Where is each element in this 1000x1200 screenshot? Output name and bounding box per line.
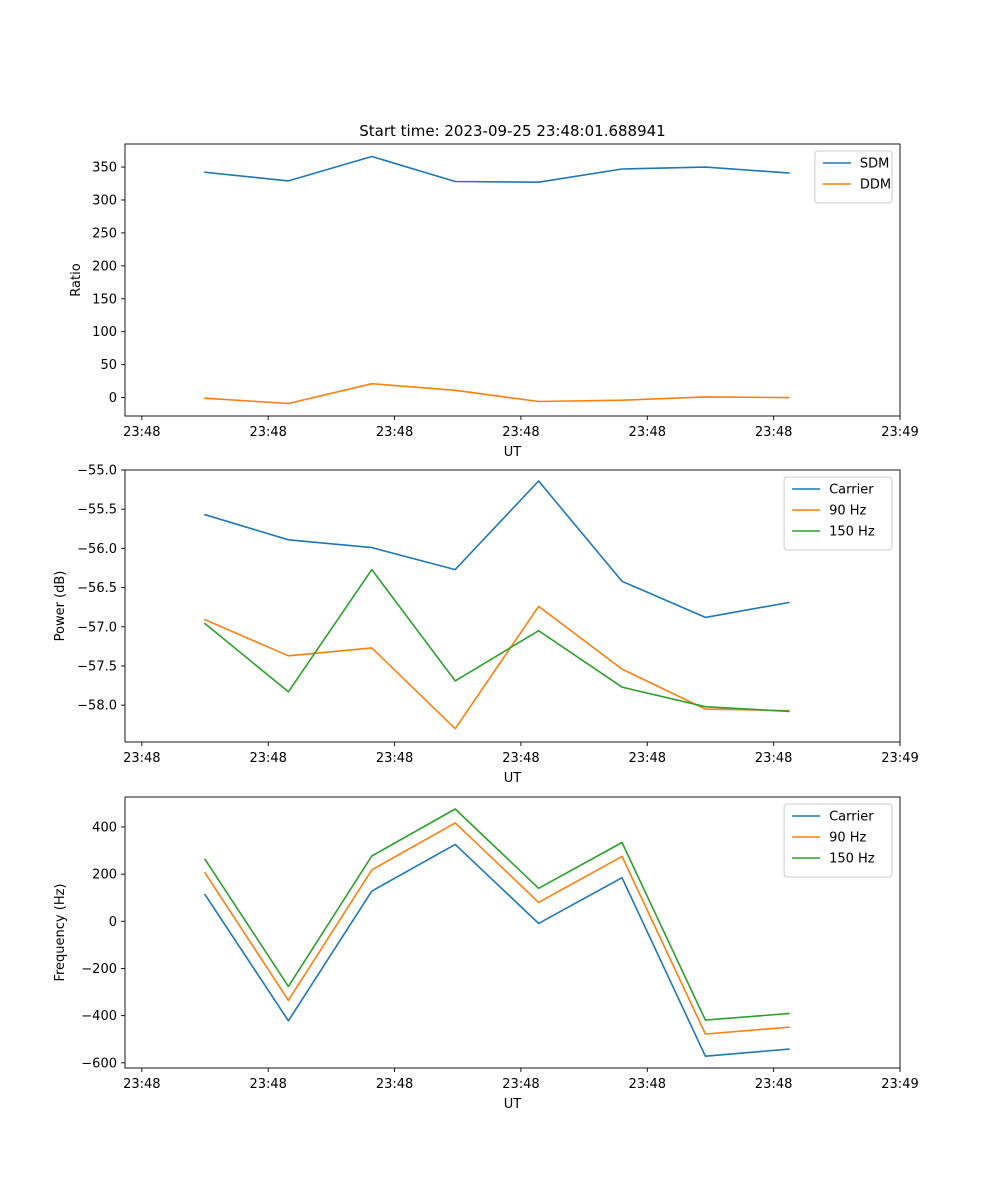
chart1-y-axis-label: Ratio [69,263,84,296]
chart3-y-tick-label: −200 [81,962,117,977]
chart2-legend: Carrier 90 Hz 150 Hz [783,476,893,551]
chart3-x-tick-label: 23:48 [755,1077,792,1092]
chart3-x-tick-label: 23:48 [502,1077,539,1092]
chart2-x-tick-label: 23:48 [502,751,539,766]
chart3-x-tick-label: 23:48 [123,1077,160,1092]
chart1-x-tick-label: 23:48 [123,425,160,440]
chart1-x-tick-label: 23:48 [376,425,413,440]
chart1-x-tick-label: 23:48 [249,425,286,440]
chart1-series-ddm-line [204,382,790,405]
figure-title: Start time: 2023-09-25 23:48:01.688941 [359,122,665,140]
chart2-series-carrier-line [204,480,790,619]
chart1-y-tick-label: 100 [92,325,117,340]
chart1-legend-label-ddm: DDM [860,178,891,193]
chart3-legend: Carrier 90 Hz 150 Hz [783,803,893,878]
chart1-x-tick-label: 23:48 [755,425,792,440]
chart1-x-axis-label: UT [504,445,522,460]
chart2-series-90-hz-line [203,605,790,730]
chart1-axes-frame [124,143,901,417]
chart2-y-tick-label: −56.5 [77,581,117,596]
chart1-x-tick-label: 23:48 [629,425,666,440]
chart3-y-tick-label: 200 [92,868,117,883]
chart2-legend-label-carrier: Carrier [829,483,874,498]
chart2-x-tick-label: 23:48 [376,751,413,766]
chart2-x-tick-label: 23:48 [629,751,666,766]
chart3: 23:48 23:48 23:48 23:48 23:48 23:48 23:49 −600 −… [53,796,919,1112]
chart3-axes-frame [124,796,901,1069]
chart2-y-tick-label: −55.0 [77,464,117,479]
chart1-x-tick-label: 23:49 [881,425,918,440]
chart3-x-tick-label: 23:48 [629,1077,666,1092]
chart3-series-150-hz-line [203,808,790,1021]
chart2-legend-label-150-hz: 150 Hz [829,525,875,540]
chart1-y-tick-label: 200 [92,259,117,274]
chart2-y-axis-label: Power (dB) [53,571,68,642]
chart1-legend-frame [814,150,893,204]
chart1-y-tick-label: 0 [109,391,117,406]
chart3-y-tick-label: 0 [109,915,117,930]
chart3-y-tick-label: −400 [81,1009,117,1024]
chart2-axes-frame [124,469,901,743]
chart3-legend-label-carrier: Carrier [829,810,874,825]
chart3-series-carrier-line [203,843,790,1057]
chart3-legend-label-150-hz: 150 Hz [829,852,875,867]
chart2-y-tick-label: −58.0 [77,699,117,714]
chart2-legend-label-90-hz: 90 Hz [829,504,866,519]
chart1-y-tick-label: 150 [92,292,117,307]
chart3-x-tick-label: 23:49 [881,1077,918,1092]
chart2-x-tick-label: 23:48 [755,751,792,766]
chart3-y-axis-label: Frequency (Hz) [53,883,68,981]
chart2-y-tick-label: −57.0 [77,620,117,635]
chart1-x-tick-label: 23:48 [502,425,539,440]
chart1-series-sdm-line [204,155,790,183]
chart3-x-tick-label: 23:48 [376,1077,413,1092]
chart1-y-tick-label: 50 [100,358,117,373]
chart3-legend-label-90-hz: 90 Hz [829,831,866,846]
chart1-y-tick-label: 250 [92,226,117,241]
chart2-x-tick-label: 23:49 [881,751,918,766]
chart3-x-tick-label: 23:48 [249,1077,286,1092]
chart1: 23:48 23:48 23:48 23:48 23:48 23:48 23:49 0 50 10… [69,143,919,460]
chart2: 23:48 23:48 23:48 23:48 23:48 23:48 23:49 −58.0… [53,464,919,787]
chart3-y-tick-label: −600 [81,1056,117,1071]
chart1-y-tick-label: 300 [92,193,117,208]
chart2-series-150-hz-line [203,568,790,713]
chart2-x-axis-label: UT [504,771,522,786]
chart2-x-tick-label: 23:48 [249,751,286,766]
chart3-y-tick-label: 400 [92,820,117,835]
chart2-y-tick-label: −57.5 [77,659,117,674]
chart2-y-tick-label: −55.5 [77,503,117,518]
chart1-legend-label-sdm: SDM [860,157,889,172]
chart1-legend: SDM DDM [814,150,893,204]
chart2-y-tick-label: −56.0 [77,542,117,557]
chart3-x-axis-label: UT [504,1097,522,1112]
chart2-x-tick-label: 23:48 [123,751,160,766]
chart3-series-90-hz-line [203,822,790,1035]
subplots: 23:48 23:48 23:48 23:48 23:48 23:48 23:49 0 50 10… [53,143,919,1112]
chart1-y-tick-label: 350 [92,161,117,176]
